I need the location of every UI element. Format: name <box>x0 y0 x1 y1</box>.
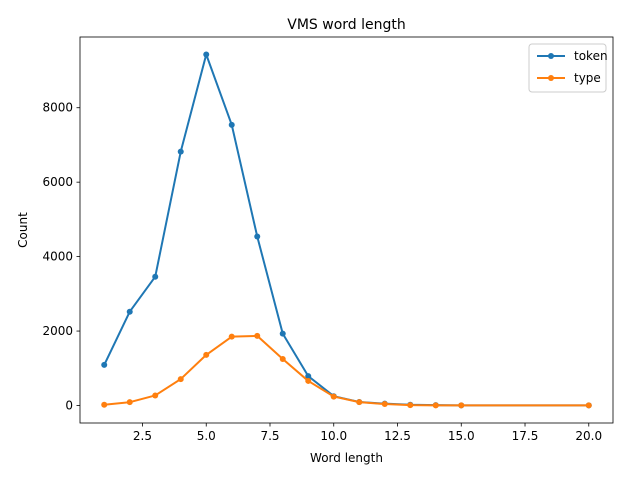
y-tick-label: 2000 <box>42 324 73 338</box>
data-point-type <box>458 402 465 409</box>
x-tick-label: 17.5 <box>512 429 539 443</box>
x-tick-label: 2.5 <box>133 429 152 443</box>
y-axis-ticks: 0 2000 4000 6000 8000 <box>42 101 80 413</box>
data-point-type <box>432 402 439 409</box>
data-point-type <box>228 333 235 340</box>
data-point-type <box>126 399 133 406</box>
y-tick-label: 0 <box>65 399 73 413</box>
data-point-type <box>279 355 286 362</box>
data-point-type <box>381 401 388 408</box>
data-point-token <box>177 148 184 155</box>
data-point-type <box>101 401 108 408</box>
legend-label-type: type <box>574 71 601 85</box>
legend: token type <box>528 43 608 93</box>
data-point-token <box>228 121 235 128</box>
data-point-token <box>152 273 159 280</box>
x-axis-title: Word length <box>310 451 383 465</box>
data-point-token <box>305 373 312 380</box>
data-point-type <box>330 393 337 400</box>
data-point-token <box>126 308 133 315</box>
data-point-type <box>585 402 592 409</box>
data-point-token <box>101 361 108 368</box>
y-axis-title: Count <box>16 212 30 248</box>
legend-marker-token <box>548 53 554 59</box>
x-tick-label: 10.0 <box>320 429 347 443</box>
legend-label-token: token <box>574 49 608 63</box>
series-line-token <box>103 53 589 407</box>
chart-title: VMS word length <box>287 17 405 33</box>
data-point-type <box>177 376 184 383</box>
data-point-type <box>203 351 210 358</box>
x-tick-label: 12.5 <box>384 429 411 443</box>
y-tick-label: 4000 <box>42 250 73 264</box>
data-point-type <box>152 392 159 399</box>
y-tick-label: 6000 <box>42 175 73 189</box>
x-axis-ticks: 2.5 5.0 7.5 10.0 12.5 15.0 17.5 20.0 <box>133 423 602 443</box>
data-point-type <box>356 399 363 406</box>
plot-area <box>101 51 592 409</box>
data-point-type <box>407 402 414 409</box>
x-tick-label: 20.0 <box>575 429 602 443</box>
data-point-token <box>279 330 286 337</box>
data-point-token <box>254 233 261 240</box>
x-tick-label: 15.0 <box>448 429 475 443</box>
legend-marker-type <box>548 75 554 81</box>
data-point-token <box>203 51 210 58</box>
series-line-type <box>104 334 589 407</box>
axes-frame <box>79 36 614 424</box>
y-tick-label: 8000 <box>42 101 73 115</box>
data-point-type <box>305 377 312 384</box>
x-tick-label: 5.0 <box>197 429 216 443</box>
x-tick-label: 7.5 <box>260 429 279 443</box>
data-point-type <box>254 332 261 339</box>
